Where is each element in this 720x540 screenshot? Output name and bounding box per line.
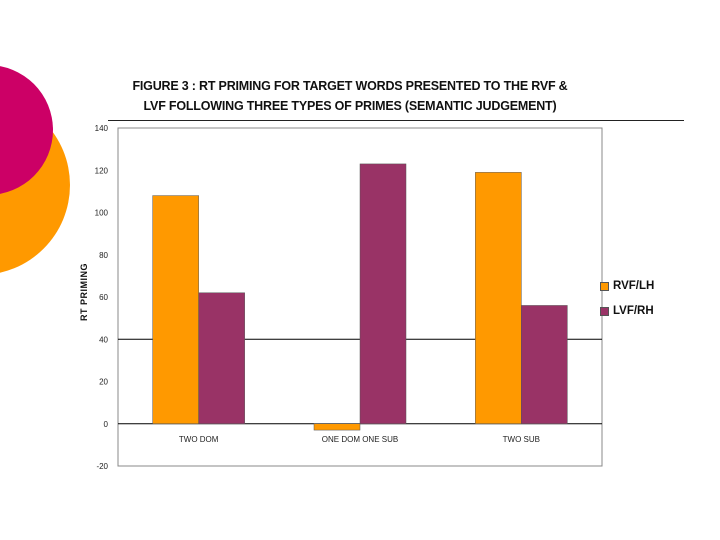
decorative-circles (0, 66, 70, 273)
y-tick-label: 0 (104, 420, 109, 429)
legend: RVF/LH LVF/RH (600, 276, 654, 326)
x-category-label: TWO DOM (179, 435, 219, 444)
y-tick-label: 100 (95, 209, 109, 218)
title-rule (108, 120, 684, 121)
legend-item-lvf: LVF/RH (600, 301, 654, 321)
plot-area (117, 127, 603, 467)
legend-swatch-rvf (600, 281, 609, 291)
x-category-label: TWO SUB (503, 435, 540, 444)
bar-lvf (198, 292, 245, 424)
x-category-label: ONE DOM ONE SUB (322, 435, 398, 444)
bar-rvf (152, 195, 199, 424)
bar-lvf (359, 163, 407, 424)
y-tick-label: 120 (95, 166, 109, 175)
y-tick-label: -20 (96, 462, 108, 471)
y-tick-label: 40 (99, 335, 108, 344)
bar-lvf (521, 305, 568, 425)
y-tick-label: 140 (95, 124, 109, 133)
y-tick-label: 60 (99, 293, 108, 302)
legend-swatch-lvf (600, 306, 609, 316)
y-tick-label: 80 (99, 251, 108, 260)
legend-label-rvf: RVF/LH (613, 280, 655, 292)
y-tick-label: 20 (99, 378, 108, 387)
bar-rvf (475, 172, 522, 424)
chart-title-line-1: FIGURE 3 : RT PRIMING FOR TARGET WORDS P… (132, 79, 568, 93)
legend-item-rvf: RVF/LH (600, 276, 654, 296)
pink-circle-shape (0, 66, 53, 194)
chart-title-line-2: LVF FOLLOWING THREE TYPES OF PRIMES (SEM… (143, 99, 557, 113)
legend-label-lvf: LVF/RH (613, 305, 654, 317)
bar-rvf (313, 423, 361, 431)
chart-title: FIGURE 3 : RT PRIMING FOR TARGET WORDS P… (100, 76, 600, 116)
